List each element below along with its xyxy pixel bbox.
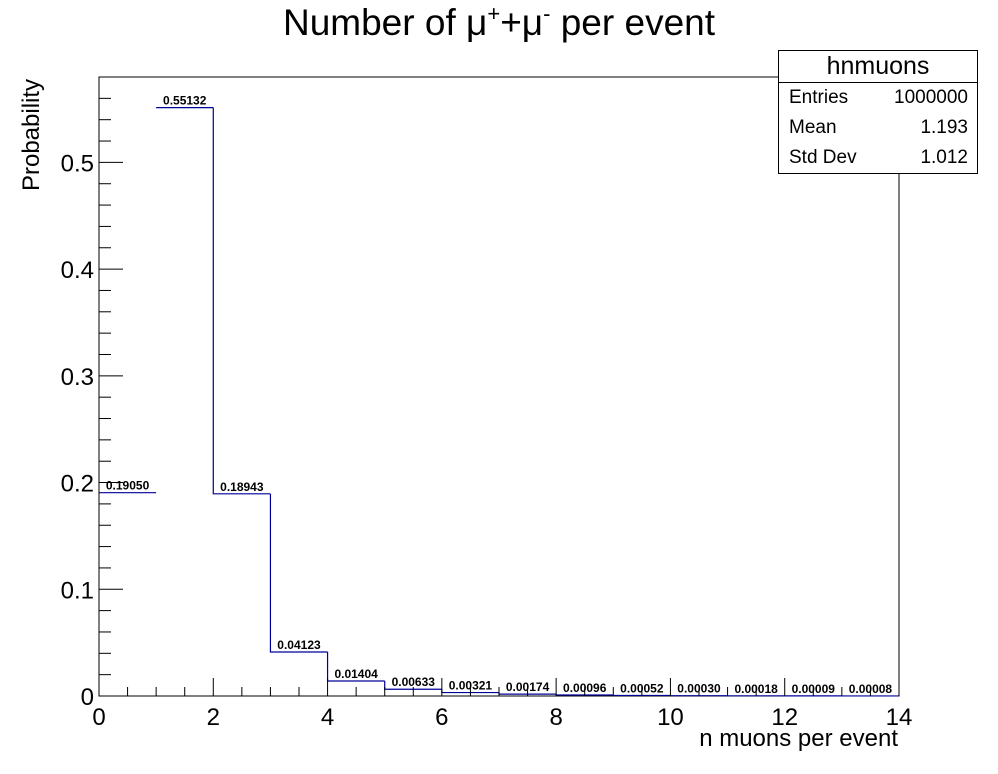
stats-row-mean: Mean 1.193 [779,113,977,143]
y-tick-label: 0 [81,684,94,711]
bar-data-label: 0.19050 [106,479,150,493]
x-tick-label: 0 [92,704,105,731]
y-tick-label: 0.5 [61,150,94,177]
y-tick-label: 0.2 [61,471,94,498]
bar-data-label: 0.18943 [220,480,264,494]
x-tick-label: 12 [771,704,798,731]
y-tick-label: 0.3 [61,364,94,391]
histogram-bar [212,107,271,495]
stats-value: 1.012 [920,147,968,168]
stats-row-stddev: Std Dev 1.012 [779,143,977,173]
stats-label: Mean [789,117,837,138]
stats-label: Entries [789,87,849,108]
histogram-bar [269,493,328,653]
bar-data-label: 0.01404 [334,667,378,681]
stats-box: hnmuons Entries 1000000 Mean 1.193 Std D… [778,50,978,174]
bar-data-label: 0.04123 [277,638,321,652]
bar-data-label: 0.55132 [163,94,207,108]
x-tick-label: 4 [321,704,334,731]
y-tick-label: 0.4 [61,257,94,284]
bar-data-label: 0.00321 [449,679,493,693]
stats-row-entries: Entries 1000000 [779,83,977,113]
x-tick-label: 2 [207,704,220,731]
stats-value: 1000000 [894,87,968,108]
stats-label: Std Dev [789,147,857,168]
chart-title: Number of μ++μ- per event [282,1,716,43]
stats-box-title: hnmuons [779,51,977,83]
x-tick-label: 14 [886,704,913,731]
stats-value: 1.193 [920,117,968,138]
x-tick-label: 8 [549,704,562,731]
y-tick-label: 0.1 [61,577,94,604]
bar-data-label: 0.00633 [392,675,436,689]
x-axis-label: n muons per event [699,725,898,752]
x-tick-label: 6 [435,704,448,731]
x-tick-label: 10 [657,704,684,731]
